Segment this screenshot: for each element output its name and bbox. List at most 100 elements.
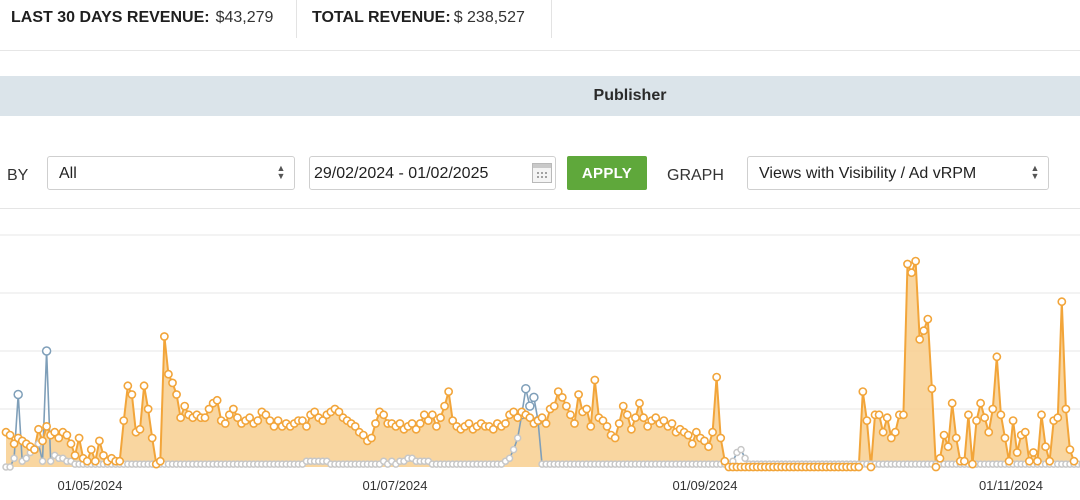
blue-data-point xyxy=(505,454,514,463)
views-data-point xyxy=(54,433,64,443)
views-data-point xyxy=(9,439,19,449)
views-data-point xyxy=(590,375,600,385)
views-data-point xyxy=(358,430,368,440)
views-data-point xyxy=(553,387,563,396)
views-data-point xyxy=(878,427,888,437)
views-data-point xyxy=(464,419,474,428)
blue-data-point xyxy=(741,454,749,463)
views-data-point xyxy=(976,398,986,408)
views-data-point xyxy=(379,410,389,420)
views-data-point xyxy=(651,413,661,423)
by-select[interactable]: All ▲ ▼ xyxy=(47,156,295,190)
views-data-point xyxy=(626,424,636,434)
views-data-point xyxy=(980,413,990,423)
views-data-point xyxy=(1004,456,1014,466)
views-data-point xyxy=(635,398,644,408)
views-data-point xyxy=(488,424,498,434)
publisher-header: Publisher xyxy=(0,76,1080,116)
views-data-point xyxy=(415,419,425,428)
views-data-point xyxy=(549,401,559,411)
blue-data-point xyxy=(509,445,518,454)
views-data-point xyxy=(1012,448,1022,457)
section-divider xyxy=(0,208,1080,209)
last30-revenue-label: LAST 30 DAYS REVENUE: xyxy=(11,9,210,26)
blue-data-point xyxy=(529,392,539,403)
views-data-point xyxy=(1028,448,1038,457)
blue-data-point xyxy=(38,457,47,465)
views-data-point xyxy=(212,395,222,405)
apply-button[interactable]: APPLY xyxy=(567,156,647,190)
views-data-point xyxy=(700,436,709,446)
views-data-point xyxy=(367,433,376,443)
date-range-input[interactable]: 29/02/2024 - 01/02/2025 xyxy=(309,156,556,190)
views-data-point xyxy=(570,419,579,428)
views-data-point xyxy=(168,378,177,388)
views-data-point xyxy=(115,456,125,466)
views-data-point xyxy=(972,416,981,425)
views-data-point xyxy=(537,413,547,423)
total-revenue-stat: TOTAL REVENUE: $ 238,527 xyxy=(312,9,525,27)
views-data-point xyxy=(691,427,701,437)
views-data-point xyxy=(42,421,52,431)
x-tick-label: 01/11/2024 xyxy=(979,478,1043,493)
views-data-point xyxy=(139,381,149,391)
views-data-point xyxy=(557,392,567,402)
graph-label: GRAPH xyxy=(667,167,724,184)
views-data-point xyxy=(176,413,186,423)
views-data-point xyxy=(1045,456,1055,466)
views-data-point xyxy=(509,407,519,417)
views-data-point xyxy=(1033,456,1042,466)
views-data-point xyxy=(229,404,238,414)
views-data-point xyxy=(712,372,722,382)
blue-data-point xyxy=(41,346,52,356)
views-data-point xyxy=(411,424,421,434)
views-data-point xyxy=(959,456,969,466)
views-data-point xyxy=(566,410,575,420)
last30-revenue-stat: LAST 30 DAYS REVENUE: $43,279 xyxy=(11,9,273,27)
views-data-point xyxy=(135,424,145,434)
views-data-point xyxy=(935,453,945,463)
views-data-point xyxy=(302,421,311,431)
views-data-point xyxy=(988,404,998,414)
blue-data-point xyxy=(13,389,23,400)
views-data-point xyxy=(704,442,713,452)
views-data-point xyxy=(444,387,454,396)
views-data-point xyxy=(265,416,275,425)
views-chart: 01/05/2024 01/07/2024 01/09/2024 01/11/2024 xyxy=(0,234,1080,493)
calendar-icon[interactable] xyxy=(532,163,552,183)
views-data-point xyxy=(200,413,210,423)
views-data-point xyxy=(371,419,380,428)
views-data-point xyxy=(858,387,868,396)
views-data-point xyxy=(667,419,677,428)
views-data-point xyxy=(501,419,510,428)
blue-data-point xyxy=(22,454,31,463)
views-data-point xyxy=(74,433,84,443)
graph-select[interactable]: Views with Visibility / Ad vRPM ▲ ▼ xyxy=(747,156,1049,190)
views-data-point xyxy=(1069,456,1079,466)
views-area-fill xyxy=(6,261,1074,467)
views-data-point xyxy=(639,413,648,423)
views-data-point xyxy=(915,335,925,344)
views-data-point xyxy=(854,462,864,472)
views-data-point xyxy=(172,390,181,399)
views-data-point xyxy=(155,456,165,466)
views-data-point xyxy=(561,401,571,411)
views-data-point xyxy=(939,430,949,440)
views-data-point xyxy=(34,424,43,434)
views-data-point xyxy=(631,413,640,423)
views-data-point xyxy=(436,413,445,423)
views-data-point xyxy=(220,419,230,428)
blue-data-point xyxy=(6,463,14,471)
views-data-point xyxy=(245,413,255,423)
views-data-point xyxy=(1024,456,1034,466)
views-data-point xyxy=(598,416,608,425)
views-data-point xyxy=(30,445,39,454)
blue-series-points xyxy=(2,346,1080,471)
views-data-point xyxy=(1020,427,1030,437)
views-data-point xyxy=(94,436,104,446)
views-data-point xyxy=(1041,442,1050,452)
views-data-point xyxy=(204,404,214,414)
views-data-point xyxy=(874,410,884,420)
views-data-point xyxy=(50,427,60,437)
views-data-point xyxy=(298,416,307,425)
